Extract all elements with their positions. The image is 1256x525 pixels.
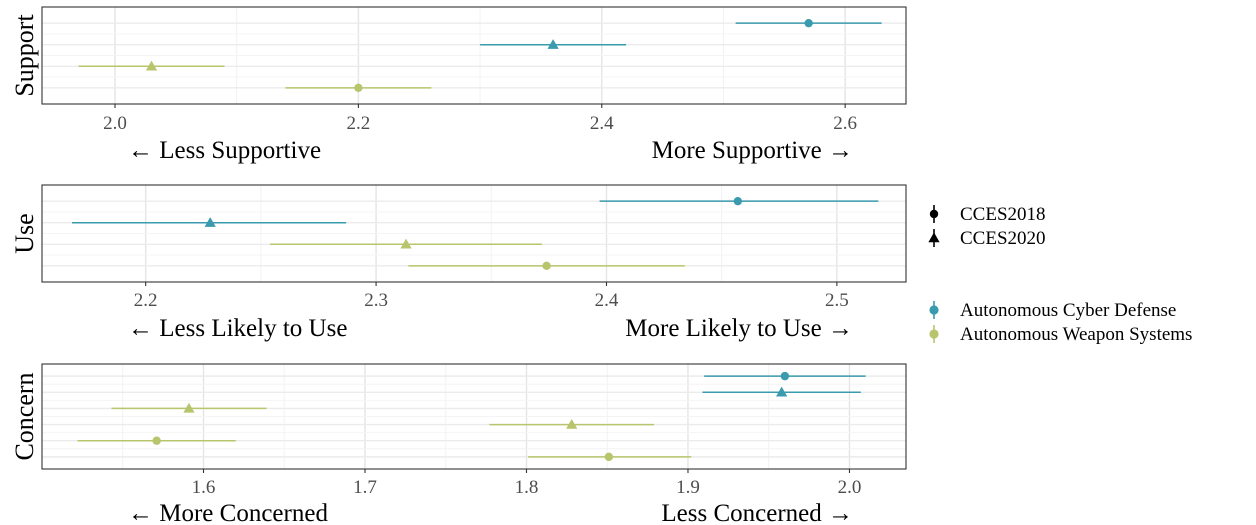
facet-label: Use (10, 213, 39, 253)
legend-shape-label: CCES2018 (960, 204, 1046, 225)
point-estimate (183, 402, 195, 413)
facet-label: Concern (10, 372, 39, 460)
x-tick-label: 2.2 (347, 113, 371, 134)
x-tick-label: 1.8 (515, 477, 539, 498)
x-tick-label: 1.9 (676, 477, 700, 498)
point-estimate (780, 371, 790, 381)
point-estimate (542, 261, 551, 271)
x-tick-label: 2.5 (825, 290, 849, 311)
x-tick-label: 2.4 (590, 113, 614, 134)
x-tick-label: 1.6 (192, 477, 216, 498)
x-tick-label: 2.0 (103, 113, 127, 134)
point-estimate (804, 18, 813, 28)
point-estimate (547, 39, 559, 49)
legend-triangle-icon (928, 232, 940, 243)
legend-color-swatch (929, 329, 939, 339)
legend-shape-label: CCES2020 (960, 228, 1046, 249)
direction-label-right: More Likely to Use → (625, 315, 853, 342)
point-estimate (776, 386, 788, 397)
direction-label-left: ← Less Likely to Use (128, 315, 347, 342)
x-tick-label: 2.0 (838, 477, 862, 498)
direction-label-left: ← Less Supportive (128, 137, 321, 164)
x-tick-label: 2.4 (595, 290, 619, 311)
direction-label-right: Less Concerned → (661, 500, 853, 525)
legend-color-label: Autonomous Cyber Defense (960, 300, 1176, 321)
point-estimate (152, 436, 161, 445)
legend-color-label: Autonomous Weapon Systems (960, 324, 1192, 345)
x-tick-label: 2.2 (134, 290, 158, 311)
direction-label-right: More Supportive → (652, 137, 853, 164)
point-estimate (400, 238, 412, 249)
point-estimate (204, 217, 216, 227)
x-tick-label: 1.7 (353, 477, 377, 498)
panel-border (41, 184, 907, 283)
point-estimate (145, 60, 158, 71)
legend-circle-icon (929, 209, 939, 219)
panel-border (41, 363, 907, 470)
point-estimate (566, 418, 578, 429)
facet-label: Support (10, 14, 39, 97)
x-tick-label: 2.6 (833, 113, 857, 134)
point-estimate (604, 452, 614, 462)
point-estimate (733, 196, 743, 206)
legend-color-swatch (929, 305, 939, 315)
direction-label-left: ← More Concerned (128, 500, 328, 525)
x-tick-label: 2.3 (364, 290, 388, 311)
panel-border (41, 6, 907, 105)
point-estimate (354, 83, 363, 93)
